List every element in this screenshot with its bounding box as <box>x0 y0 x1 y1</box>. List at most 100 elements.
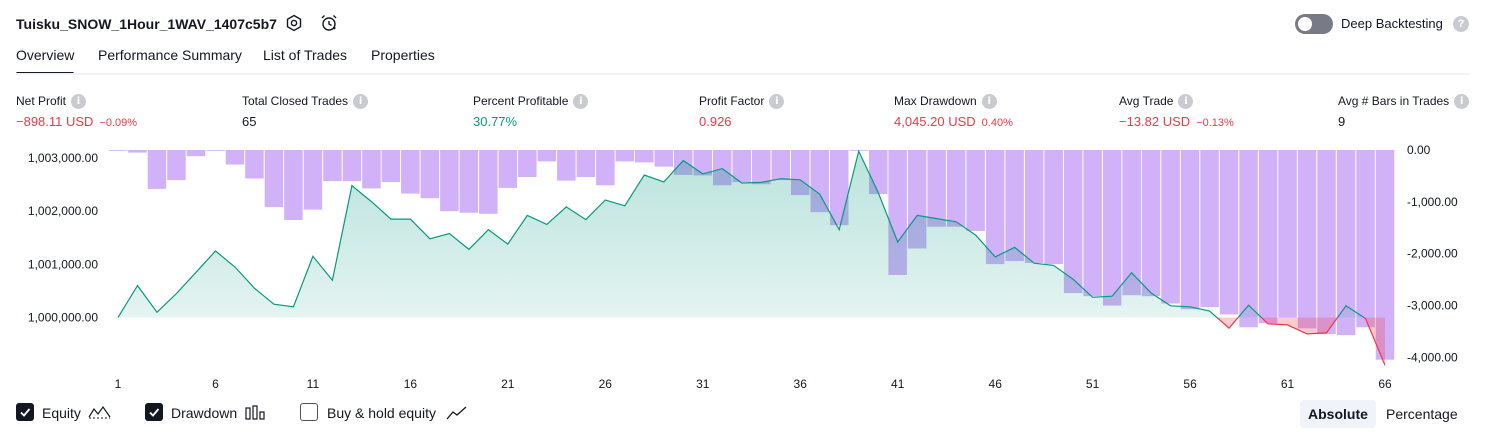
info-icon[interactable]: i <box>1454 93 1470 109</box>
drawdown-bar <box>440 150 459 212</box>
metric-value: 30.77% <box>473 114 518 129</box>
metric-label: Percent Profitable <box>473 94 569 108</box>
metric-value: −13.82 USD <box>1119 114 1191 129</box>
drawdown-bar <box>1258 150 1278 324</box>
metric-value: 9 <box>1338 114 1346 129</box>
deep-backtesting-toggle[interactable] <box>1295 14 1333 34</box>
absolute-button[interactable]: Absolute <box>1300 400 1376 428</box>
right-axis-tick-label: -1,000.00 <box>1407 195 1458 209</box>
info-icon[interactable]: i <box>353 93 369 109</box>
strategy-title: Tuisku_SNOW_1Hour_1WAV_1407c5b7 <box>16 16 277 32</box>
x-axis-tick-label: 11 <box>307 377 320 391</box>
x-axis-tick-label: 46 <box>989 377 1003 391</box>
legend-label: Drawdown <box>171 405 238 421</box>
metric-label: Avg Trade <box>1119 94 1174 108</box>
metric-max-drawdown: Max Drawdown i 4,045.20 USD 0.40% <box>894 93 1013 129</box>
drawdown-bar <box>1063 150 1083 294</box>
alarm-clock-icon[interactable] <box>319 13 339 33</box>
drawdown-bar <box>732 150 751 183</box>
left-axis-tick-label: 1,000,000.00 <box>28 311 98 325</box>
info-icon[interactable]: i <box>1178 93 1194 109</box>
settings-icon[interactable] <box>284 13 304 33</box>
drawdown-bar <box>1122 150 1141 296</box>
tab-performance-summary[interactable]: Performance Summary <box>98 47 242 63</box>
drawdown-bar <box>557 150 576 181</box>
x-axis-tick-label: 56 <box>1183 377 1197 391</box>
drawdown-bar <box>108 150 128 151</box>
x-axis-tick-label: 16 <box>404 377 418 391</box>
equity-checkbox[interactable] <box>16 403 34 421</box>
metric-label: Max Drawdown <box>894 94 977 108</box>
drawdown-bar <box>1219 150 1239 315</box>
drawdown-bar <box>420 150 440 199</box>
drawdown-bar <box>1200 150 1219 308</box>
drawdown-bar <box>654 150 673 167</box>
x-axis-tick-label: 1 <box>115 377 122 391</box>
metric-value: 4,045.20 USD <box>894 114 976 129</box>
percentage-button[interactable]: Percentage <box>1386 406 1458 422</box>
equity-line <box>117 149 1386 366</box>
left-axis-tick-label: 1,001,000.00 <box>28 257 98 271</box>
x-axis-tick-label: 6 <box>212 377 219 391</box>
metric-percent-profitable: Percent Profitable i 30.77% <box>473 93 589 129</box>
metric-value: −898.11 USD <box>16 114 94 129</box>
drawdown-bar <box>128 150 147 153</box>
drawdown-bar <box>167 150 186 181</box>
drawdown-bar <box>147 150 167 189</box>
info-icon[interactable]: i <box>71 93 87 109</box>
drawdown-bar <box>615 150 635 162</box>
x-axis-tick-label: 61 <box>1281 377 1295 391</box>
drawdown-bar <box>596 150 615 186</box>
drawdown-bar <box>186 150 206 157</box>
drawdown-checkbox[interactable] <box>145 403 163 421</box>
x-axis-tick-label: 51 <box>1086 377 1100 391</box>
drawdown-bar <box>498 150 518 188</box>
tab-list-of-trades[interactable]: List of Trades <box>263 47 348 63</box>
drawdown-bar <box>206 150 225 151</box>
drawdown-bar <box>1317 150 1336 335</box>
drawdown-bar <box>1161 150 1180 304</box>
drawdown-bar <box>537 150 557 162</box>
drawdown-bar <box>1297 150 1317 329</box>
x-axis-tick-label: 26 <box>599 377 613 391</box>
tab-properties[interactable]: Properties <box>371 47 435 63</box>
metric-label: Net Profit <box>16 94 67 108</box>
info-icon[interactable]: i <box>981 93 997 109</box>
info-icon[interactable]: i <box>769 93 785 109</box>
drawdown-bar <box>518 150 537 177</box>
metric-value: 65 <box>242 114 257 129</box>
drawdown-bar <box>362 150 381 189</box>
x-axis-tick-label: 31 <box>696 377 710 391</box>
info-icon[interactable]: i <box>573 93 589 109</box>
equity-drawdown-chart[interactable]: 1,003,000.00 1,002,000.00 1,001,000.00 1,00… <box>0 140 1486 395</box>
toggle-knob <box>1298 17 1312 31</box>
drawdown-bar <box>1044 150 1063 265</box>
drawdown-bar <box>303 150 323 210</box>
trend-line-icon <box>446 406 467 420</box>
buy-hold-checkbox[interactable] <box>300 403 318 421</box>
drawdown-bar <box>401 150 420 194</box>
bar-chart-icon <box>245 405 265 420</box>
x-axis: 1 6 11 16 21 26 31 36 41 46 51 56 61 66 <box>115 377 1392 391</box>
drawdown-bar <box>284 150 303 220</box>
drawdown-bar <box>1278 150 1297 318</box>
metric-percent: 0.40% <box>981 117 1013 129</box>
metric-avg-trade: Avg Trade i −13.82 USD −0.13% <box>1119 93 1234 129</box>
right-axis: 0.00 -1,000.00 -2,000.00 -3,000.00 -4,000.00 <box>1407 143 1458 364</box>
drawdown-bar <box>830 150 849 226</box>
drawdown-bar <box>264 150 284 207</box>
help-icon[interactable]: ? <box>1453 16 1469 32</box>
deep-backtesting-label: Deep Backtesting <box>1341 16 1443 31</box>
metric-value: 0.926 <box>699 114 732 129</box>
legend-label: Buy & hold equity <box>327 405 436 421</box>
drawdown-bar <box>479 150 498 214</box>
drawdown-bar <box>1356 150 1375 328</box>
drawdown-bar <box>771 150 790 181</box>
report-header: Tuisku_SNOW_1Hour_1WAV_1407c5b7 Deep Bac… <box>0 0 1486 46</box>
drawdown-bar <box>225 150 245 165</box>
metric-label: Total Closed Trades <box>242 94 349 108</box>
metric-profit-factor: Profit Factor i 0.926 <box>699 93 785 129</box>
metric-avg-bars-in-trades: Avg # Bars in Trades i 9 <box>1338 93 1470 129</box>
tab-overview[interactable]: Overview <box>16 47 75 75</box>
x-axis-tick-label: 21 <box>501 377 515 391</box>
